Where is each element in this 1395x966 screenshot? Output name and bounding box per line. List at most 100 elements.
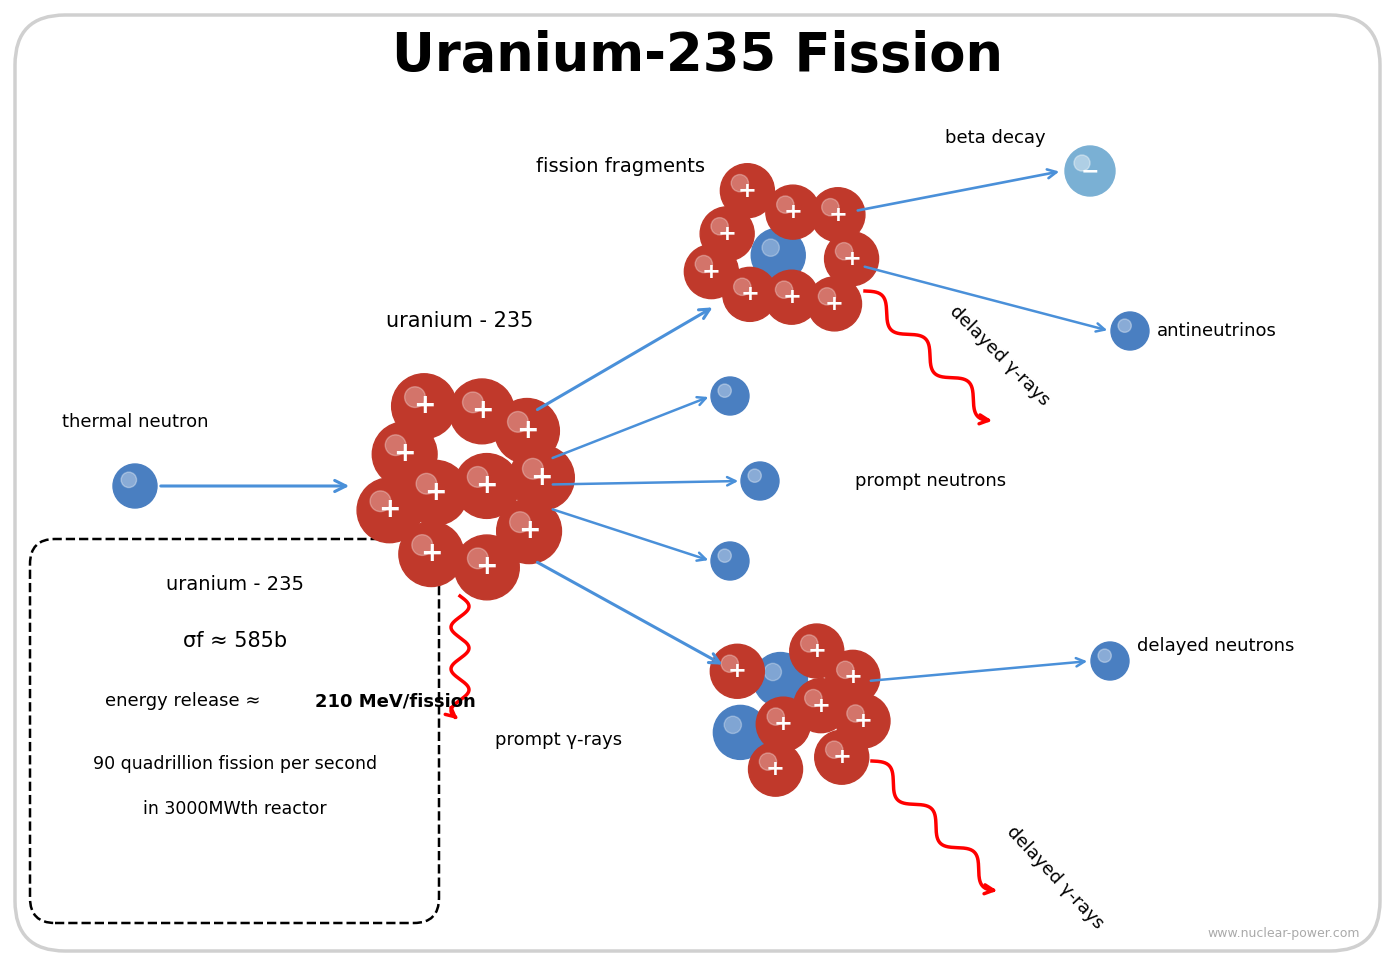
Circle shape [399,522,463,586]
Circle shape [467,548,488,569]
Circle shape [819,288,836,305]
FancyBboxPatch shape [31,539,439,923]
Circle shape [826,650,880,704]
Circle shape [121,472,137,488]
Circle shape [1110,312,1149,350]
Circle shape [685,244,738,298]
Text: +: + [808,641,826,661]
Circle shape [767,708,784,725]
Circle shape [720,163,774,217]
Text: +: + [378,497,400,524]
Text: fission fragments: fission fragments [536,157,704,176]
Text: +: + [843,249,861,269]
Circle shape [794,679,848,732]
Text: +: + [413,393,435,419]
Text: delayed neutrons: delayed neutrons [1137,637,1295,655]
Circle shape [508,412,529,432]
Text: in 3000MWth reactor: in 3000MWth reactor [144,800,326,818]
Circle shape [790,624,844,678]
Circle shape [815,730,869,784]
Circle shape [711,217,728,235]
Circle shape [370,491,391,512]
Text: +: + [829,205,847,225]
Text: +: + [516,418,538,444]
Circle shape [749,742,802,796]
Circle shape [495,399,559,464]
Circle shape [467,467,488,487]
Circle shape [764,270,819,325]
Text: antineutrinos: antineutrinos [1156,322,1276,340]
Circle shape [497,498,561,563]
Text: +: + [393,441,416,468]
Text: −: − [1081,161,1099,181]
Circle shape [847,705,864,723]
Circle shape [805,690,822,707]
Circle shape [724,716,742,733]
Circle shape [718,549,731,562]
Circle shape [449,379,515,443]
Text: σf ≈ 585b: σf ≈ 585b [183,631,287,651]
Circle shape [455,454,519,519]
Circle shape [741,462,778,500]
Circle shape [710,644,764,698]
Circle shape [455,535,519,600]
Circle shape [385,435,406,456]
Text: +: + [530,465,554,491]
Text: +: + [420,541,442,567]
Text: +: + [738,181,757,201]
Circle shape [748,469,762,482]
Circle shape [695,255,713,272]
Text: +: + [844,668,862,688]
Text: uranium - 235: uranium - 235 [386,311,534,331]
Circle shape [731,175,749,192]
Circle shape [734,278,751,296]
Circle shape [718,384,731,397]
Text: www.nuclear-power.com: www.nuclear-power.com [1208,927,1360,941]
Text: uranium - 235: uranium - 235 [166,575,304,593]
Circle shape [463,392,483,412]
Text: +: + [784,202,802,222]
Circle shape [723,268,777,322]
Circle shape [801,635,817,652]
Circle shape [810,187,865,242]
Text: +: + [833,748,851,767]
Circle shape [762,239,780,256]
Text: prompt neutrons: prompt neutrons [855,472,1006,490]
Circle shape [1064,146,1115,196]
Circle shape [113,464,158,508]
Circle shape [752,228,805,282]
Circle shape [824,232,879,286]
Circle shape [759,753,777,770]
Circle shape [756,697,810,752]
Text: delayed γ-rays: delayed γ-rays [1003,823,1108,933]
Circle shape [836,694,890,748]
Circle shape [766,185,820,240]
Circle shape [1074,155,1089,171]
Circle shape [357,478,421,543]
Text: 210 MeV/fission: 210 MeV/fission [315,692,476,710]
Circle shape [822,199,838,215]
Circle shape [711,542,749,580]
FancyBboxPatch shape [15,15,1380,951]
Circle shape [1117,319,1131,332]
Circle shape [753,653,808,706]
Text: +: + [812,696,830,716]
Circle shape [1091,642,1129,680]
Text: +: + [766,759,785,780]
Text: +: + [854,711,872,731]
Circle shape [412,534,432,555]
Circle shape [837,661,854,678]
Circle shape [509,512,530,532]
Text: 90 quadrillion fission per second: 90 quadrillion fission per second [93,755,377,773]
Circle shape [777,196,794,213]
Circle shape [416,473,437,494]
Circle shape [509,445,575,510]
Text: +: + [476,554,498,581]
Circle shape [764,664,781,681]
Text: +: + [470,398,494,424]
Text: Uranium-235 Fission: Uranium-235 Fission [392,30,1003,82]
Text: thermal neutron: thermal neutron [61,413,208,431]
Circle shape [403,461,467,526]
Text: +: + [476,473,498,499]
Text: +: + [774,714,792,734]
